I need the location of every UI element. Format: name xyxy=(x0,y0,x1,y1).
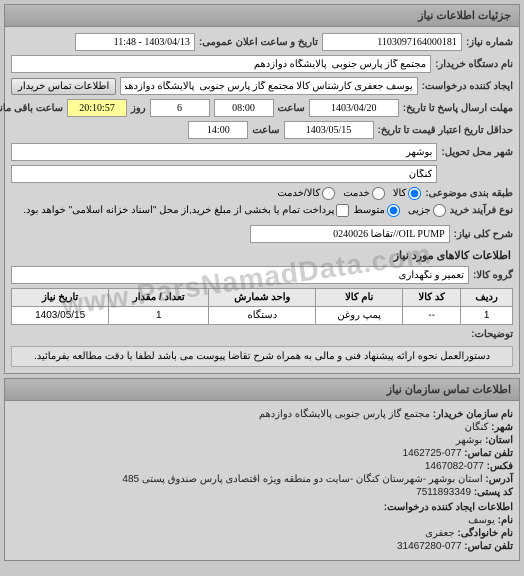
name-line: نام: یوسف xyxy=(11,515,513,526)
price-expire-date-input[interactable] xyxy=(284,121,374,139)
price-expire-label: حداقل تاریخ اعتبار قیمت تا تاریخ: xyxy=(378,125,513,136)
panel-header: جزئیات اطلاعات نیاز xyxy=(5,5,519,27)
fax-line: فکس: 077-1467082 xyxy=(11,461,513,472)
col-row: ردیف xyxy=(461,289,513,307)
cell-qty: 1 xyxy=(109,307,209,325)
postal-line: کد پستی: 7511893349 xyxy=(11,487,513,498)
creator-label: ایجاد کننده درخواست: xyxy=(422,81,513,92)
radio-kala[interactable]: کالا xyxy=(393,187,422,200)
cell-code: -- xyxy=(403,307,461,325)
radio-kala-khedmat[interactable]: کالا/خدمت xyxy=(277,187,335,200)
deadline-date-input[interactable] xyxy=(309,99,399,117)
table-row[interactable]: 1 -- پمپ روغن دستگاه 1 1403/05/15 xyxy=(12,307,513,325)
radio-motavaset[interactable]: متوسط xyxy=(353,204,399,217)
category-label: طبقه بندی موضوعی: xyxy=(425,188,513,199)
buyer-name-input[interactable] xyxy=(11,55,431,73)
need-no-label: شماره نیاز: xyxy=(466,37,513,48)
col-code: کد کالا xyxy=(403,289,461,307)
items-title: اطلاعات کالاهای مورد نیاز xyxy=(13,249,511,262)
phone-line: تلفن تماس: 077-1462725 xyxy=(11,448,513,459)
price-expire-time-input[interactable] xyxy=(188,121,248,139)
radio-khedmat[interactable]: خدمت xyxy=(343,187,385,200)
items-table: ردیف کد کالا نام کالا واحد شمارش تعداد /… xyxy=(11,288,513,325)
province-line: استان: بوشهر xyxy=(11,435,513,446)
category-radio-group: کالا خدمت کالا/خدمت xyxy=(277,187,421,200)
radio-khedmat-input[interactable] xyxy=(372,187,385,200)
address-line: آدرس: استان بوشهر -شهرستان کنگان -سایت د… xyxy=(11,474,513,485)
contact-header: اطلاعات تماس سازمان نیاز xyxy=(5,379,519,401)
city-line: شهر: کنگان xyxy=(11,422,513,433)
radio-kala-input[interactable] xyxy=(408,187,421,200)
req-creator-header: اطلاعات ایجاد کننده درخواست: xyxy=(11,502,513,513)
days-label: روز xyxy=(131,103,146,114)
group-label: گروه کالا: xyxy=(473,270,513,281)
creator-input[interactable] xyxy=(120,77,417,95)
days-input[interactable] xyxy=(150,99,210,117)
city-label: شهر محل تحویل: xyxy=(441,147,513,158)
process-label: نوع فرآیند خرید xyxy=(450,205,513,216)
need-no-input[interactable] xyxy=(322,33,462,51)
note-box: دستورالعمل نحوه ارائه پیشنهاد فنی و مالی… xyxy=(11,346,513,367)
time-label-2: ساعت xyxy=(252,125,279,136)
desc-input[interactable] xyxy=(250,225,450,243)
payment-checkbox-input[interactable] xyxy=(336,204,349,217)
table-header-row: ردیف کد کالا نام کالا واحد شمارش تعداد /… xyxy=(12,289,513,307)
buyer-name-label: نام دستگاه خریدار: xyxy=(435,59,513,70)
city1-input[interactable] xyxy=(11,143,437,161)
cell-unit: دستگاه xyxy=(209,307,316,325)
deadline-label: مهلت ارسال پاسخ تا تاریخ: xyxy=(403,103,513,114)
buyer-contact-button[interactable]: اطلاعات تماس خریدار xyxy=(11,78,116,95)
cell-row: 1 xyxy=(461,307,513,325)
org-line: نام سازمان خریدار: مجتمع گاز پارس جنوبی … xyxy=(11,409,513,420)
remaining-label: ساعت باقی مانده xyxy=(0,103,63,114)
announce-input[interactable] xyxy=(75,33,195,51)
contact-panel: اطلاعات تماس سازمان نیاز نام سازمان خرید… xyxy=(4,378,520,561)
col-date: تاریخ نیاز xyxy=(12,289,109,307)
col-unit: واحد شمارش xyxy=(209,289,316,307)
deadline-time-input[interactable] xyxy=(214,99,274,117)
notes-title: توضیحات: xyxy=(471,329,513,340)
need-details-panel: جزئیات اطلاعات نیاز شماره نیاز: تاریخ و … xyxy=(4,4,520,374)
phone2-line: تلفن تماس: 077-31467280 xyxy=(11,541,513,552)
cell-date: 1403/05/15 xyxy=(12,307,109,325)
radio-kala-khedmat-input[interactable] xyxy=(322,187,335,200)
desc-label: شرح کلی نیاز: xyxy=(454,229,513,240)
process-radio-group: جزیی متوسط xyxy=(353,204,445,217)
time-label-1: ساعت xyxy=(278,103,305,114)
radio-jozi[interactable]: جزیی xyxy=(408,204,446,217)
payment-checkbox[interactable]: پرداخت تمام یا بخشی از مبلغ خرید,از محل … xyxy=(23,204,349,217)
col-name: نام کالا xyxy=(316,289,403,307)
remaining-input xyxy=(67,99,127,117)
lname-line: نام خانوادگی: جعفری xyxy=(11,528,513,539)
city2-input[interactable] xyxy=(11,165,437,183)
radio-jozi-input[interactable] xyxy=(433,204,446,217)
cell-name: پمپ روغن xyxy=(316,307,403,325)
group-input[interactable] xyxy=(11,266,469,284)
announce-label: تاریخ و ساعت اعلان عمومی: xyxy=(199,37,318,48)
col-qty: تعداد / مقدار xyxy=(109,289,209,307)
radio-motavaset-input[interactable] xyxy=(387,204,400,217)
